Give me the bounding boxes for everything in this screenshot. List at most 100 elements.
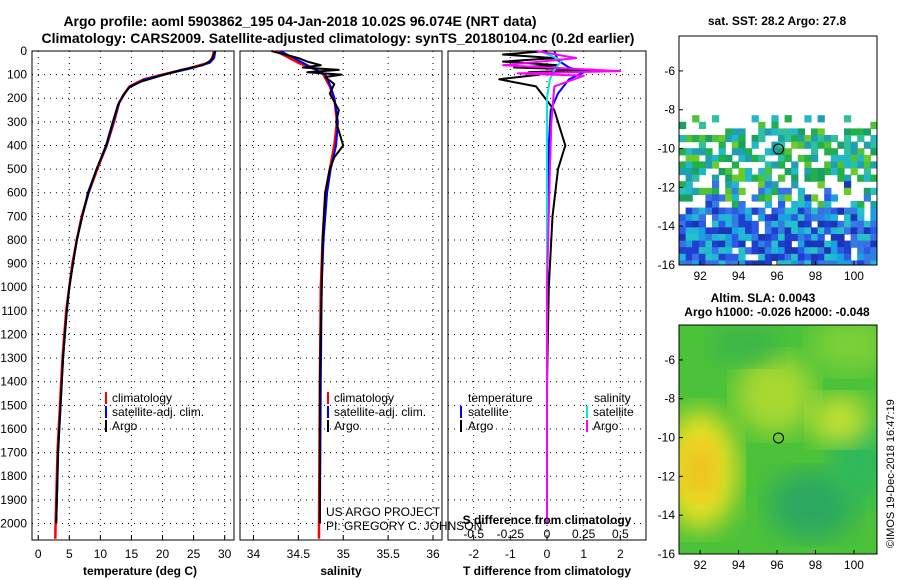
sst-cell — [784, 234, 792, 242]
pi-credit: PI: GREGORY C. JOHNSON — [326, 519, 482, 533]
sst-cell — [731, 128, 739, 136]
sst-cell — [811, 234, 819, 242]
sst-cell — [778, 260, 786, 265]
sst-cell — [870, 201, 877, 209]
sst-cell — [863, 174, 871, 182]
sst-cell — [745, 174, 753, 182]
sst-cell — [870, 253, 877, 261]
sst-cell — [824, 220, 832, 228]
sst-cell — [804, 194, 812, 202]
sst-cell — [751, 194, 759, 202]
sst-cell — [738, 148, 746, 156]
sst-cell — [698, 168, 706, 176]
sst-cell — [797, 220, 805, 228]
sst-cell — [778, 154, 786, 162]
legend-label-t-satellite: satellite — [468, 405, 509, 419]
panel-gridlines — [32, 50, 646, 540]
sst-heatmap — [679, 36, 877, 265]
sst-cell — [751, 220, 759, 228]
depth-tick-label: 800 — [7, 233, 27, 247]
map-x-tick-label: 94 — [732, 269, 746, 283]
sst-cell — [725, 234, 733, 242]
x-tick-label: 0 — [35, 547, 42, 561]
sst-cell — [685, 154, 693, 162]
sst-cell — [679, 121, 687, 129]
legend-label-argo: Argo — [112, 419, 138, 433]
sst-cell — [685, 194, 693, 202]
sst-cell — [771, 161, 779, 169]
sst-cell — [817, 253, 825, 261]
sst-cell — [863, 227, 871, 235]
sst-cell — [731, 161, 739, 169]
sst-cell — [764, 201, 772, 209]
sst-cell — [698, 214, 706, 222]
sst-cell — [679, 187, 687, 195]
sst-cell — [751, 234, 759, 242]
sst-cell — [817, 201, 825, 209]
sst-cell — [817, 234, 825, 242]
x-tick-label-top: -0.25 — [497, 527, 525, 541]
sst-cell — [791, 214, 799, 222]
map-x-tick-label: 100 — [844, 558, 864, 572]
sst-cell — [725, 154, 733, 162]
sst-cell — [791, 220, 799, 228]
sst-cell — [857, 214, 865, 222]
sst-cell — [824, 148, 832, 156]
sst-cell — [778, 253, 786, 261]
sst-cell — [850, 168, 858, 176]
depth-tick-label: 1400 — [0, 375, 27, 389]
sst-cell — [698, 207, 706, 215]
sst-cell — [824, 207, 832, 215]
salinity-panel-frame — [239, 50, 443, 541]
sst-cell — [837, 207, 845, 215]
sst-cell — [725, 207, 733, 215]
sst-cell — [718, 220, 726, 228]
sst-cell — [718, 194, 726, 202]
sst-cell — [718, 148, 726, 156]
sst-cell — [824, 260, 832, 265]
sst-cell — [824, 247, 832, 255]
sst-cell — [692, 260, 700, 265]
sst-cell — [738, 128, 746, 136]
sst-cell — [778, 207, 786, 215]
sst-cell — [830, 135, 838, 143]
sst-cell — [817, 227, 825, 235]
sst-cell — [738, 247, 746, 255]
sst-cell — [698, 135, 706, 143]
sst-cell — [758, 207, 766, 215]
sst-cell — [830, 220, 838, 228]
sst-cell — [844, 207, 852, 215]
sst-cell — [738, 187, 746, 195]
x-tick-label: 30 — [218, 547, 232, 561]
map-x-tick-label: 92 — [693, 558, 707, 572]
sst-cell — [692, 247, 700, 255]
sst-cell — [791, 207, 799, 215]
sst-cell — [758, 135, 766, 143]
sst-cell — [685, 174, 693, 182]
sst-cell — [830, 234, 838, 242]
sst-cell — [758, 260, 766, 265]
sst-cell — [837, 260, 845, 265]
map-y-tick-label: -10 — [658, 431, 676, 445]
sst-cell — [738, 260, 746, 265]
x-tick-label-top: 0.25 — [572, 527, 596, 541]
sst-cell — [870, 247, 877, 255]
sst-cell — [698, 141, 706, 149]
sst-cell — [764, 227, 772, 235]
sst-cell — [738, 220, 746, 228]
sst-cell — [685, 214, 693, 222]
sst-cell — [718, 207, 726, 215]
map-y-tick-label: -8 — [664, 103, 675, 117]
sst-cell — [857, 227, 865, 235]
sst-cell — [778, 227, 786, 235]
sst-cell — [712, 227, 720, 235]
sst-cell — [850, 227, 858, 235]
sst-cell — [764, 247, 772, 255]
sst-cell — [692, 115, 700, 123]
sst-cell — [817, 141, 825, 149]
sst-cell — [857, 234, 865, 242]
sst-cell — [837, 154, 845, 162]
sst-cell — [837, 161, 845, 169]
sst-cell — [764, 181, 772, 189]
sst-cell — [685, 240, 693, 248]
